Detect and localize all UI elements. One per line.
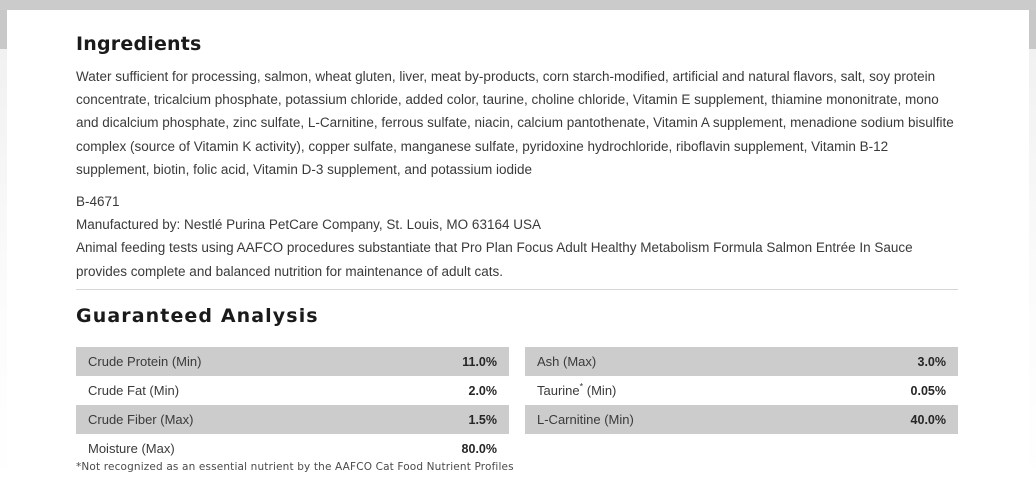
guaranteed-analysis-row: Crude Fiber (Max) 1.5%	[76, 405, 509, 434]
page-gutter-left-fade	[0, 49, 7, 485]
guaranteed-analysis-row: Moisture (Max) 80.0%	[76, 434, 509, 463]
ingredients-heading: Ingredients	[76, 33, 202, 55]
nutrient-value: 0.05%	[910, 383, 946, 398]
guaranteed-analysis-row: Taurine* (Min) 0.05%	[525, 376, 958, 405]
lot-code-text: B-4671	[76, 194, 120, 209]
guaranteed-analysis-tables: Crude Protein (Min) 11.0% Crude Fat (Min) 2…	[76, 347, 958, 463]
nutrient-value: 80.0%	[461, 441, 497, 456]
nutrient-value: 40.0%	[910, 412, 946, 427]
page-gutter-right-fade	[1029, 49, 1036, 485]
nutrient-value: 2.0%	[468, 383, 498, 398]
nutrient-label: Taurine* (Min)	[537, 381, 617, 398]
nutrient-label: Ash (Max)	[537, 354, 597, 369]
guaranteed-analysis-heading: Guaranteed Analysis	[76, 305, 319, 327]
nutrient-label: Moisture (Max)	[88, 441, 175, 456]
nutrient-label: Crude Fiber (Max)	[88, 412, 194, 427]
manufactured-by-text: Manufactured by: Nestlé Purina PetCare C…	[76, 217, 541, 233]
ingredients-paragraph: Water sufficient for processing, salmon,…	[76, 69, 954, 177]
nutrient-label: L-Carnitine (Min)	[537, 412, 634, 427]
nutrient-value: 1.5%	[468, 412, 498, 427]
guaranteed-analysis-footnote: *Not recognized as an essential nutrient…	[76, 461, 514, 473]
guaranteed-analysis-right-table: Ash (Max) 3.0% Taurine* (Min) 0.05% L-Carnit…	[525, 347, 958, 463]
nutrient-label: Crude Protein (Min)	[88, 354, 202, 369]
guaranteed-analysis-row: L-Carnitine (Min) 40.0%	[525, 405, 958, 434]
aafco-feeding-statement: Animal feeding tests using AAFCO procedu…	[76, 240, 913, 279]
nutrient-value: 3.0%	[917, 354, 947, 369]
manufacturer-info-block: B-4671 Manufactured by: Nestlé Purina Pe…	[76, 190, 956, 283]
nutrient-value: 11.0%	[462, 354, 497, 369]
nutrient-label: Crude Fat (Min)	[88, 383, 180, 398]
page-gutter-left	[0, 10, 7, 49]
page-gutter-right	[1029, 10, 1036, 49]
footnote-marker: *	[579, 381, 584, 392]
guaranteed-analysis-section-header: Guaranteed Analysis	[76, 305, 319, 327]
guaranteed-analysis-row: Crude Protein (Min) 11.0%	[76, 347, 509, 376]
guaranteed-analysis-row: Crude Fat (Min) 2.0%	[76, 376, 509, 405]
section-divider	[76, 289, 958, 290]
ingredients-section-header: Ingredients	[76, 33, 202, 55]
browser-chrome-top-bar	[0, 0, 1036, 10]
guaranteed-analysis-left-table: Crude Protein (Min) 11.0% Crude Fat (Min) 2…	[76, 347, 509, 463]
guaranteed-analysis-row: Ash (Max) 3.0%	[525, 347, 958, 376]
